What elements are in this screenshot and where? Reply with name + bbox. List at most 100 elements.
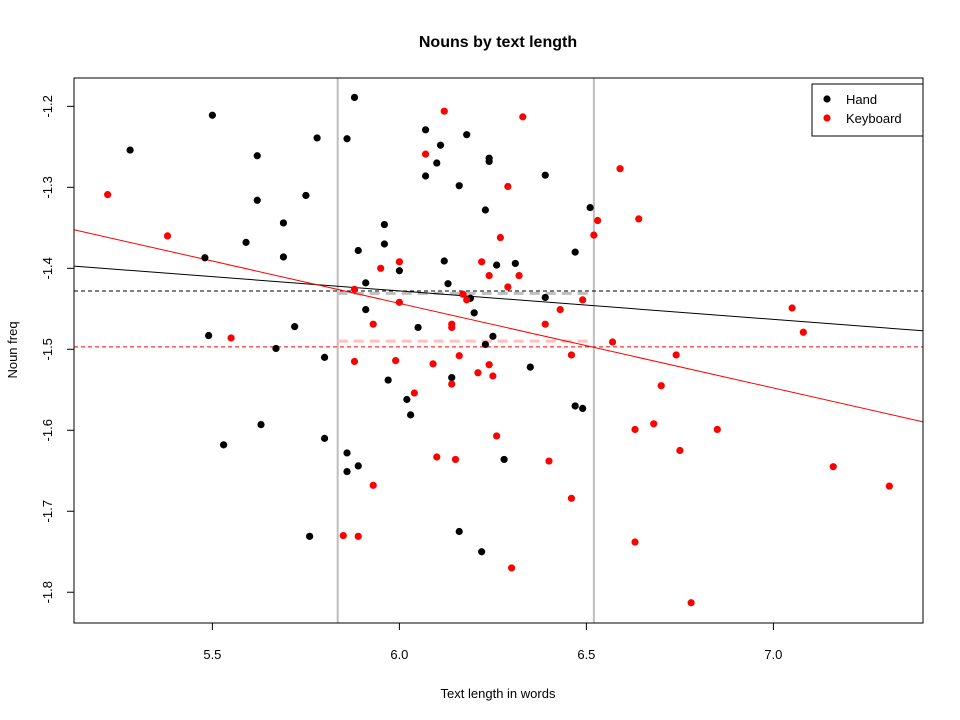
point-hand [313,134,321,142]
point-keyboard [590,231,598,239]
point-keyboard [608,338,617,346]
point-hand [201,254,209,262]
point-hand [395,267,403,275]
y-tick-label: -1.4 [40,257,55,279]
y-tick-label: -1.8 [40,581,55,603]
point-hand [320,353,329,361]
point-keyboard [515,271,523,280]
point-keyboard [504,283,512,291]
point-keyboard [687,599,695,607]
point-keyboard [672,351,680,359]
point-keyboard [541,320,549,328]
point-hand [421,126,430,134]
regression-line-keyboard [73,229,924,423]
point-hand [440,257,448,265]
point-keyboard [489,372,497,380]
point-hand [354,246,362,255]
point-keyboard [635,215,643,223]
point-keyboard [429,360,437,368]
y-tick-label: -1.5 [40,338,55,360]
point-keyboard [485,361,493,369]
point-hand [489,332,497,340]
point-keyboard [567,494,576,502]
y-tick-label: -1.3 [40,176,55,198]
point-hand [414,323,422,332]
point-keyboard [496,233,504,242]
legend-label-keyboard: Keyboard [846,111,902,126]
point-hand [448,374,456,382]
point-hand [444,280,452,288]
plot-frame [73,77,924,624]
point-hand [343,449,351,457]
point-hand [279,219,288,227]
point-keyboard [799,328,807,336]
point-hand [380,220,389,229]
point-hand [208,111,216,119]
point-keyboard [455,352,463,360]
point-hand [541,171,549,179]
legend-label-hand: Hand [846,92,877,107]
point-hand [354,462,362,470]
point-keyboard [478,258,486,266]
point-hand [302,191,310,200]
point-hand [500,455,508,464]
point-keyboard [493,432,501,440]
x-tick-label: 6.0 [390,647,408,662]
point-keyboard [339,531,347,540]
point-keyboard [350,285,359,293]
y-axis-title: Noun freq [5,321,20,378]
point-hand [343,135,351,143]
point-keyboard [459,290,467,298]
legend-marker-keyboard [823,114,831,122]
point-keyboard [474,369,482,377]
point-hand [257,420,265,429]
reference-lines [73,78,924,623]
y-tick-label: -1.2 [40,95,55,117]
legend: Hand Keyboard [811,83,924,137]
point-hand [586,203,594,212]
point-hand [481,340,490,349]
point-keyboard [594,216,602,225]
point-keyboard [556,306,564,314]
point-keyboard [410,389,418,397]
y-tick-label: -1.7 [40,500,55,522]
x-tick-label: 7.0 [764,647,782,662]
point-keyboard [392,357,400,365]
point-hand [320,434,329,442]
point-hand [579,404,587,413]
point-keyboard [829,463,837,471]
point-hand [306,532,314,540]
point-keyboard [616,165,624,173]
point-keyboard [885,482,893,490]
point-hand [481,206,490,214]
point-keyboard [788,304,796,312]
point-hand [220,441,228,449]
point-hand [403,395,411,404]
point-hand [343,467,351,476]
point-keyboard [650,420,658,428]
point-keyboard [369,320,377,328]
point-keyboard [504,182,512,191]
point-hand [421,172,430,180]
point-keyboard [440,107,448,115]
point-hand [384,376,392,384]
y-tick-label: -1.6 [40,419,55,441]
point-hand [436,141,445,149]
point-keyboard [227,334,235,342]
point-hand [126,146,134,154]
x-tick-label: 6.5 [577,647,595,662]
point-keyboard [377,264,385,272]
point-hand [455,182,463,190]
point-hand [205,331,213,340]
point-keyboard [676,446,684,455]
point-keyboard [485,271,493,280]
point-keyboard [631,425,639,434]
point-hand [541,293,549,302]
point-hand [571,248,579,256]
point-hand [272,344,280,353]
point-hand [571,402,579,410]
x-tick-label: 5.5 [203,647,221,662]
point-hand [291,323,299,331]
data-points [104,93,893,607]
